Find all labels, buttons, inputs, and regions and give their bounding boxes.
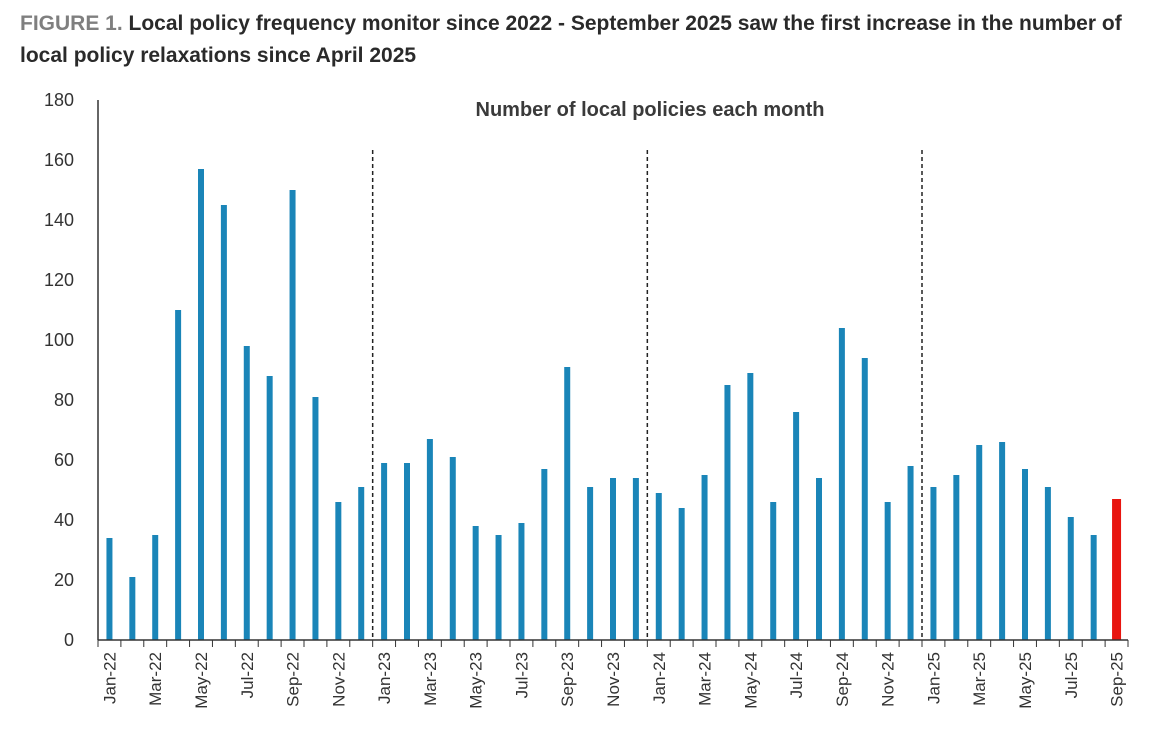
x-tick-label: Sep-25 <box>1108 652 1127 707</box>
x-tick-label: Jul-24 <box>787 652 806 698</box>
x-tick-label: Jul-23 <box>512 652 531 698</box>
bar <box>1067 517 1074 640</box>
bar <box>838 328 845 640</box>
x-tick-label: Nov-22 <box>329 652 348 707</box>
x-tick-label: Jul-25 <box>1062 652 1081 698</box>
bar <box>541 469 548 640</box>
x-tick-label: May-25 <box>1016 652 1035 709</box>
y-tick-label: 140 <box>44 210 74 230</box>
bar <box>289 190 296 640</box>
y-tick-label: 60 <box>54 450 74 470</box>
x-tick-label: May-22 <box>192 652 211 709</box>
bar <box>655 493 662 640</box>
bar <box>999 442 1006 640</box>
x-tick-label: Jan-24 <box>650 652 669 704</box>
bar <box>358 487 365 640</box>
bar <box>266 376 273 640</box>
x-axis: Jan-22 Mar-22 May-22 Jul-22 Sep-22 Nov-22 Jan-… <box>97 639 1129 709</box>
bar <box>404 463 410 640</box>
y-tick-label: 20 <box>54 570 74 590</box>
x-tick-label: Sep-24 <box>833 652 852 707</box>
figure-title-text: Local policy frequency monitor since 202… <box>20 12 1122 67</box>
x-tick-label: Sep-22 <box>284 652 303 707</box>
bar <box>106 538 113 640</box>
bar <box>1044 487 1051 640</box>
bar <box>632 478 639 640</box>
figure-label: FIGURE 1. <box>20 12 123 35</box>
x-tick-label: Jan-25 <box>924 652 943 704</box>
x-tick-label: Nov-23 <box>604 652 623 707</box>
bar <box>770 502 777 640</box>
bar <box>701 475 708 640</box>
bar <box>907 466 914 640</box>
y-tick-label: 180 <box>44 90 74 110</box>
x-tick-label: May-24 <box>741 652 760 709</box>
bar <box>724 385 731 640</box>
bar <box>335 502 342 640</box>
x-tick-label: Sep-23 <box>558 652 577 707</box>
year-dividers <box>371 150 923 640</box>
bar <box>1022 469 1028 640</box>
bar <box>793 412 800 640</box>
bars <box>106 169 1122 640</box>
x-tick-label: Mar-22 <box>146 652 165 706</box>
bar <box>610 478 616 640</box>
x-tick-label: Jan-22 <box>100 652 119 704</box>
x-tick-label: Jan-23 <box>375 652 394 704</box>
y-tick-label: 40 <box>54 510 74 530</box>
bar <box>564 367 571 640</box>
y-axis: 0 20 40 60 80 100 120 140 160 180 <box>44 90 99 650</box>
figure-title: FIGURE 1. Local policy frequency monitor… <box>20 8 1150 72</box>
bar <box>976 445 983 640</box>
bar <box>449 457 456 640</box>
bar <box>129 577 136 640</box>
bar <box>152 535 159 640</box>
bar <box>381 463 388 640</box>
y-tick-label: 100 <box>44 330 74 350</box>
bar <box>312 397 319 640</box>
x-tick-label: May-23 <box>467 652 486 709</box>
x-tick-label: Nov-24 <box>879 652 898 707</box>
x-tick-label: Jul-22 <box>238 652 257 698</box>
bar <box>220 205 227 640</box>
y-tick-label: 80 <box>54 390 74 410</box>
bar <box>861 358 868 640</box>
bar <box>518 523 525 640</box>
x-tick-label: Mar-23 <box>421 652 440 706</box>
bar <box>953 475 960 640</box>
bar <box>747 373 754 640</box>
bar <box>816 478 822 640</box>
bar <box>930 487 937 640</box>
bar <box>884 502 891 640</box>
y-tick-label: 0 <box>64 630 74 650</box>
y-tick-label: 160 <box>44 150 74 170</box>
bar <box>495 535 502 640</box>
bar <box>175 310 182 640</box>
y-tick-label: 120 <box>44 270 74 290</box>
bar <box>426 439 433 640</box>
bar <box>243 346 250 640</box>
bar <box>472 526 479 640</box>
bar <box>198 169 204 640</box>
chart-title: Number of local policies each month <box>476 99 825 121</box>
bar <box>587 487 594 640</box>
bar <box>1112 499 1122 640</box>
bar <box>678 508 685 640</box>
bar <box>1090 535 1097 640</box>
x-tick-label: Mar-24 <box>696 652 715 706</box>
x-tick-label: Mar-25 <box>970 652 989 706</box>
